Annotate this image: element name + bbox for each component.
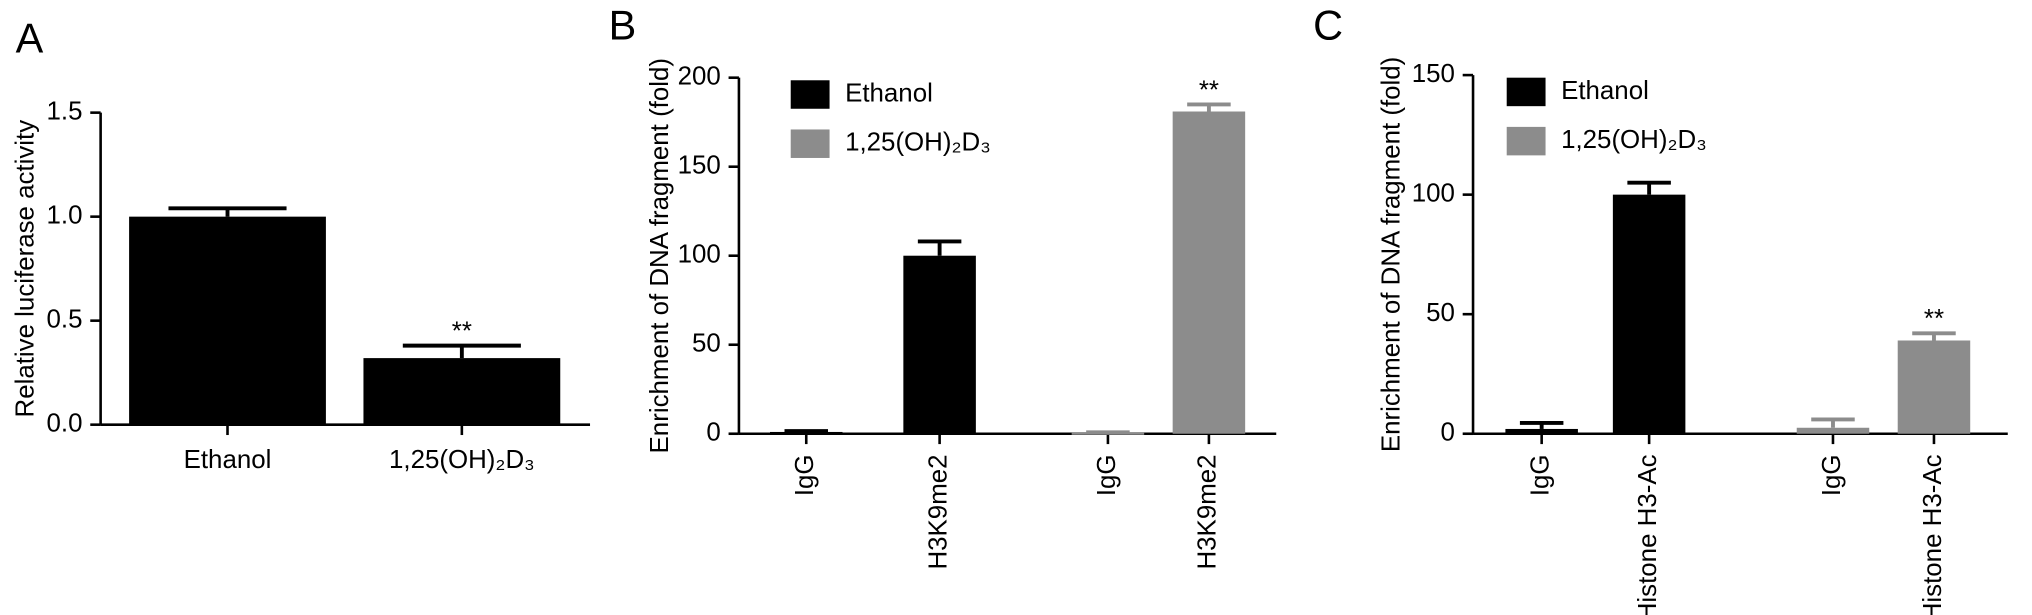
- legend-label: Ethanol: [1561, 77, 1649, 105]
- bar: [903, 255, 976, 434]
- legend-swatch: [1506, 77, 1546, 107]
- bar: [363, 358, 561, 425]
- y-tick-label: 1.5: [47, 97, 83, 125]
- legend-swatch: [790, 129, 830, 158]
- y-tick-label: 0.5: [47, 306, 83, 334]
- legend-label: 1,25(OH)₂D₃: [845, 129, 991, 157]
- legend-label: Ethanol: [845, 79, 933, 107]
- legend-label: 1,25(OH)₂D₃: [1561, 126, 1707, 154]
- y-axis-label: Enrichment of DNA fragment (fold): [1378, 57, 1406, 452]
- x-tick-label: 1,25(OH)₂D₃: [389, 446, 535, 474]
- bar: [1172, 111, 1246, 434]
- legend-swatch: [1506, 126, 1546, 156]
- x-tick-label: Histone H3-Ac: [1919, 454, 1947, 615]
- legend-swatch: [790, 80, 830, 109]
- y-tick-label: 1.0: [47, 201, 83, 229]
- y-tick-label: 200: [678, 63, 721, 91]
- bar: [1897, 340, 1971, 434]
- bar: [1796, 427, 1870, 434]
- y-tick-label: 0: [1441, 419, 1455, 447]
- x-tick-label: H3K9me2: [1194, 454, 1222, 569]
- bar: [1612, 194, 1686, 434]
- y-tick-label: 150: [678, 152, 721, 180]
- y-tick-label: 50: [692, 330, 721, 358]
- y-tick-label: 150: [1412, 60, 1455, 88]
- significance: **: [1199, 76, 1219, 104]
- x-tick-label: IgG: [1093, 454, 1121, 496]
- x-tick-label: IgG: [791, 454, 819, 496]
- panel-label: C: [1313, 1, 1343, 48]
- bar: [1505, 428, 1578, 434]
- x-tick-label: Ethanol: [184, 446, 272, 474]
- y-tick-label: 0.0: [47, 410, 83, 438]
- panel-label: A: [16, 14, 44, 61]
- x-tick-label: H3K9me2: [924, 454, 952, 569]
- x-tick-label: Histone H3-Ac: [1634, 454, 1662, 615]
- y-tick-label: 100: [1412, 179, 1455, 207]
- x-tick-label: IgG: [1527, 454, 1555, 496]
- y-tick-label: 100: [678, 241, 721, 269]
- y-axis-label: Enrichment of DNA fragment (fold): [646, 58, 674, 453]
- x-tick-label: IgG: [1818, 454, 1846, 496]
- bar: [129, 216, 326, 425]
- y-axis-label: Relative luciferase activity: [12, 120, 40, 418]
- panel-label: B: [609, 1, 637, 48]
- significance: **: [452, 318, 472, 346]
- y-tick-label: 50: [1426, 299, 1455, 327]
- y-tick-label: 0: [706, 419, 720, 447]
- significance: **: [1924, 305, 1944, 333]
